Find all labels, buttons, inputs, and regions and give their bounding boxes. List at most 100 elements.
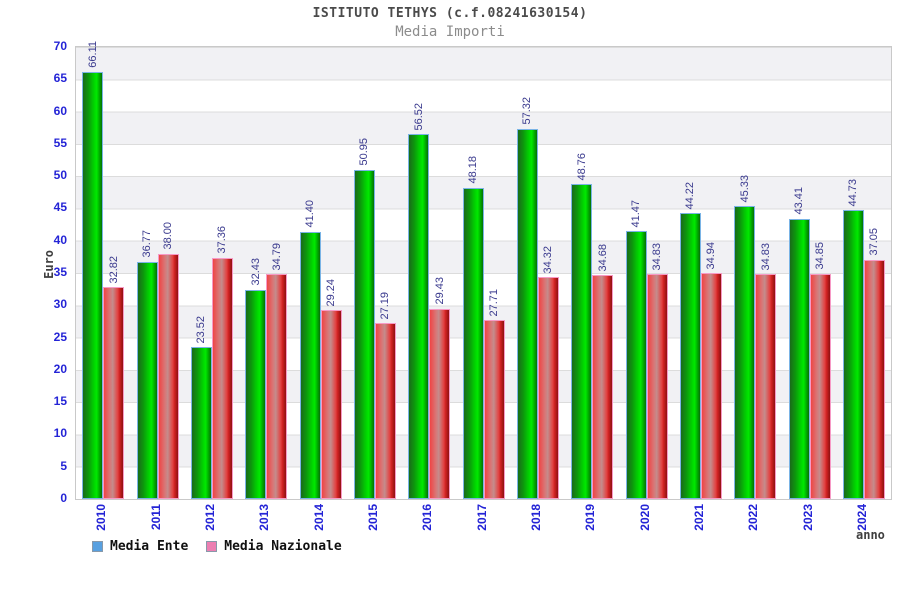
legend-label: Media Ente xyxy=(110,539,189,554)
bar-value-label: 43.41 xyxy=(793,187,805,215)
x-tick-2021: 2021 xyxy=(691,504,706,531)
bar-media-ente-2018 xyxy=(516,128,538,499)
bar-value-label: 34.83 xyxy=(759,242,772,271)
y-tick-5: 5 xyxy=(60,458,67,473)
y-tick-30: 30 xyxy=(53,297,67,312)
chart-header-title: ISTITUTO TETHYS (c.f.08241630154) xyxy=(312,6,588,21)
y-tick-50: 50 xyxy=(53,168,67,183)
x-tick-2014: 2014 xyxy=(311,504,326,531)
y-tick-60: 60 xyxy=(53,103,67,118)
bar-value-label: 57.32 xyxy=(521,97,534,125)
bar-value-label: 50.95 xyxy=(358,138,371,167)
bar-media-nazionale-2020 xyxy=(646,274,668,499)
y-tick-45: 45 xyxy=(53,200,67,215)
chart-subtitle: Media Importi xyxy=(395,24,505,40)
bar-media-nazionale-2011 xyxy=(157,253,179,499)
bar-media-ente-2012 xyxy=(190,347,212,499)
bar-media-nazionale-2018 xyxy=(537,277,559,499)
bar-value-label: 48.18 xyxy=(467,156,479,184)
y-tick-0: 0 xyxy=(60,491,67,505)
bar-value-label: 34.68 xyxy=(596,243,609,272)
bar-media-nazionale-2013 xyxy=(266,274,288,499)
x-tick-2022: 2022 xyxy=(746,504,761,531)
bar-media-nazionale-2019 xyxy=(592,275,614,499)
y-tick-70: 70 xyxy=(53,39,67,53)
y-tick-65: 65 xyxy=(53,71,67,86)
y-tick-35: 35 xyxy=(53,265,67,279)
bar-value-label: 32.43 xyxy=(249,258,262,286)
bar-media-nazionale-2024 xyxy=(863,259,885,499)
bar-value-label: 41.40 xyxy=(304,200,316,228)
x-tick-2015: 2015 xyxy=(365,504,380,531)
x-tick-2010: 2010 xyxy=(94,504,109,531)
x-tick-2018: 2018 xyxy=(528,504,543,531)
x-axis-label: anno xyxy=(856,528,885,542)
bar-media-ente-2016 xyxy=(408,134,430,499)
media-nazionale-swatch-icon xyxy=(206,541,218,552)
bar-media-ente-2011 xyxy=(136,261,158,499)
y-tick-10: 10 xyxy=(53,426,67,441)
bar-media-ente-2024 xyxy=(842,210,864,499)
x-tick-2020: 2020 xyxy=(637,504,652,531)
bar-value-label: 29.43 xyxy=(433,277,446,305)
x-tick-2011: 2011 xyxy=(148,504,163,531)
x-tick-2023: 2023 xyxy=(800,504,815,531)
bar-media-ente-2023 xyxy=(788,218,810,499)
bar-media-ente-2021 xyxy=(679,213,701,499)
bar-value-label: 23.52 xyxy=(195,315,208,344)
bar-value-label: 29.24 xyxy=(325,278,337,307)
x-tick-2013: 2013 xyxy=(257,504,272,531)
bar-value-label: 34.32 xyxy=(542,245,555,274)
bar-media-ente-2022 xyxy=(734,206,756,499)
x-tick-2012: 2012 xyxy=(202,504,217,531)
bar-media-ente-2015 xyxy=(353,170,375,499)
bar-media-ente-2014 xyxy=(299,231,321,499)
x-tick-2017: 2017 xyxy=(474,504,489,531)
legend-item-media-nazionale: Media Nazionale xyxy=(206,539,342,554)
bar-media-nazionale-2016 xyxy=(429,308,451,499)
bar-value-label: 38.00 xyxy=(162,222,174,250)
bar-value-label: 44.73 xyxy=(847,178,860,207)
bar-media-nazionale-2010 xyxy=(103,287,125,499)
bar-media-nazionale-2017 xyxy=(483,320,505,499)
bar-value-label: 41.47 xyxy=(630,199,642,228)
bar-media-ente-2013 xyxy=(245,289,267,499)
bar-media-nazionale-2015 xyxy=(374,323,396,499)
bar-media-nazionale-2021 xyxy=(700,273,722,499)
bar-media-ente-2020 xyxy=(625,231,647,499)
legend-item-media-ente: Media Ente xyxy=(92,539,188,554)
bar-value-label: 44.22 xyxy=(684,181,697,210)
bar-value-label: 37.05 xyxy=(868,228,881,256)
bar-media-ente-2019 xyxy=(571,184,593,499)
bar-media-ente-2010 xyxy=(82,72,104,499)
bar-value-label: 48.76 xyxy=(575,152,588,181)
bar-value-label: 37.36 xyxy=(216,226,229,254)
bar-value-label: 45.33 xyxy=(738,174,751,203)
y-tick-20: 20 xyxy=(53,361,67,376)
bar-value-label: 27.19 xyxy=(379,291,392,320)
bar-value-label: 56.52 xyxy=(412,102,425,131)
y-axis: 0 5 10 15 20 25 30 35 40 45 50 55 60 65 70 xyxy=(0,39,70,505)
bar-value-label: 34.85 xyxy=(814,242,826,270)
media-ente-swatch-icon xyxy=(92,541,103,552)
bar-value-label: 34.94 xyxy=(705,241,718,270)
legend-label: Media Nazionale xyxy=(224,539,342,554)
y-tick-15: 15 xyxy=(53,394,67,409)
plot-area: 66.11 32.82 36.77 38.00 23.52 37.36 32.43 34.79… xyxy=(75,41,892,500)
bar-media-nazionale-2014 xyxy=(320,310,342,499)
y-tick-25: 25 xyxy=(53,329,67,344)
bar-media-ente-2017 xyxy=(462,187,484,499)
bar-media-nazionale-2012 xyxy=(211,257,233,499)
legend: Media Ente Media Nazionale xyxy=(92,539,342,554)
bar-value-label: 27.71 xyxy=(488,288,500,317)
bar-value-label: 66.11 xyxy=(86,41,99,69)
bar-value-label: 34.79 xyxy=(270,242,283,271)
bar-value-label: 36.77 xyxy=(141,230,153,258)
x-tick-2019: 2019 xyxy=(583,504,598,531)
bar-media-nazionale-2022 xyxy=(755,274,777,499)
x-tick-2016: 2016 xyxy=(420,504,435,531)
bar-media-nazionale-2023 xyxy=(809,273,831,499)
y-tick-40: 40 xyxy=(53,232,67,247)
bar-value-label: 32.82 xyxy=(107,255,120,284)
